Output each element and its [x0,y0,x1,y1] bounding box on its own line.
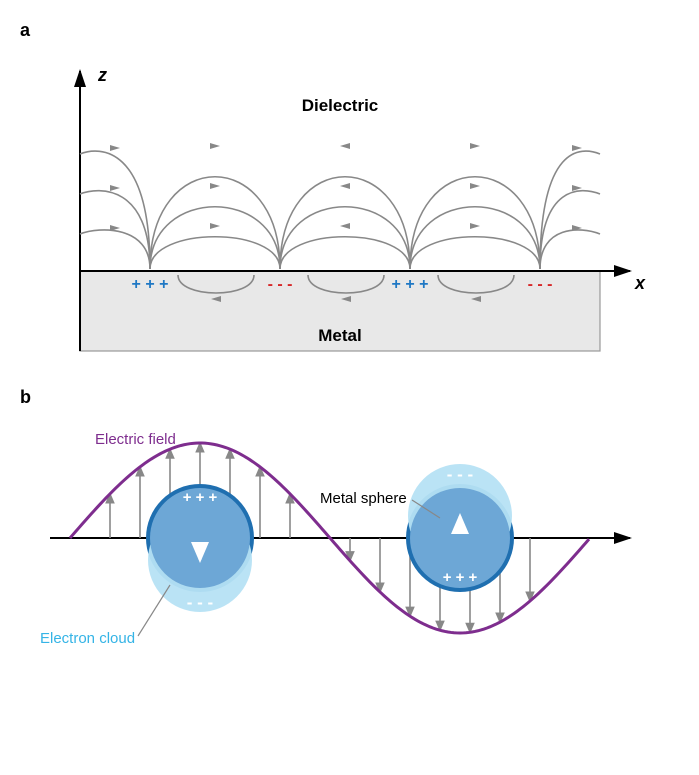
charge-label: + + + [392,276,429,293]
z-axis-label: z [97,65,107,85]
metal-label: Metal [318,326,361,345]
panel-a-diagram: z x Dielectric Metal + + + - - - + + + - - - [20,41,679,371]
minus-charge: - - - [187,593,213,612]
x-axis-label: x [634,273,646,293]
electric-field-label: Electric field [95,431,176,448]
plus-charge: + + + [183,489,218,506]
metal-sphere-label: Metal sphere [320,490,407,507]
charge-label: + + + [132,276,169,293]
panel-b-label: b [20,387,679,408]
dielectric-label: Dielectric [302,96,379,115]
panel-b-diagram: + + + - - - + + + - - - Electric field Metal … [20,408,679,678]
plus-charge: + + + [443,569,478,586]
charge-label: - - - [268,276,293,293]
panel-a-label: a [20,20,679,41]
electron-cloud-label: Electron cloud [40,630,135,647]
charge-label: - - - [528,276,553,293]
minus-charge: - - - [447,465,473,484]
